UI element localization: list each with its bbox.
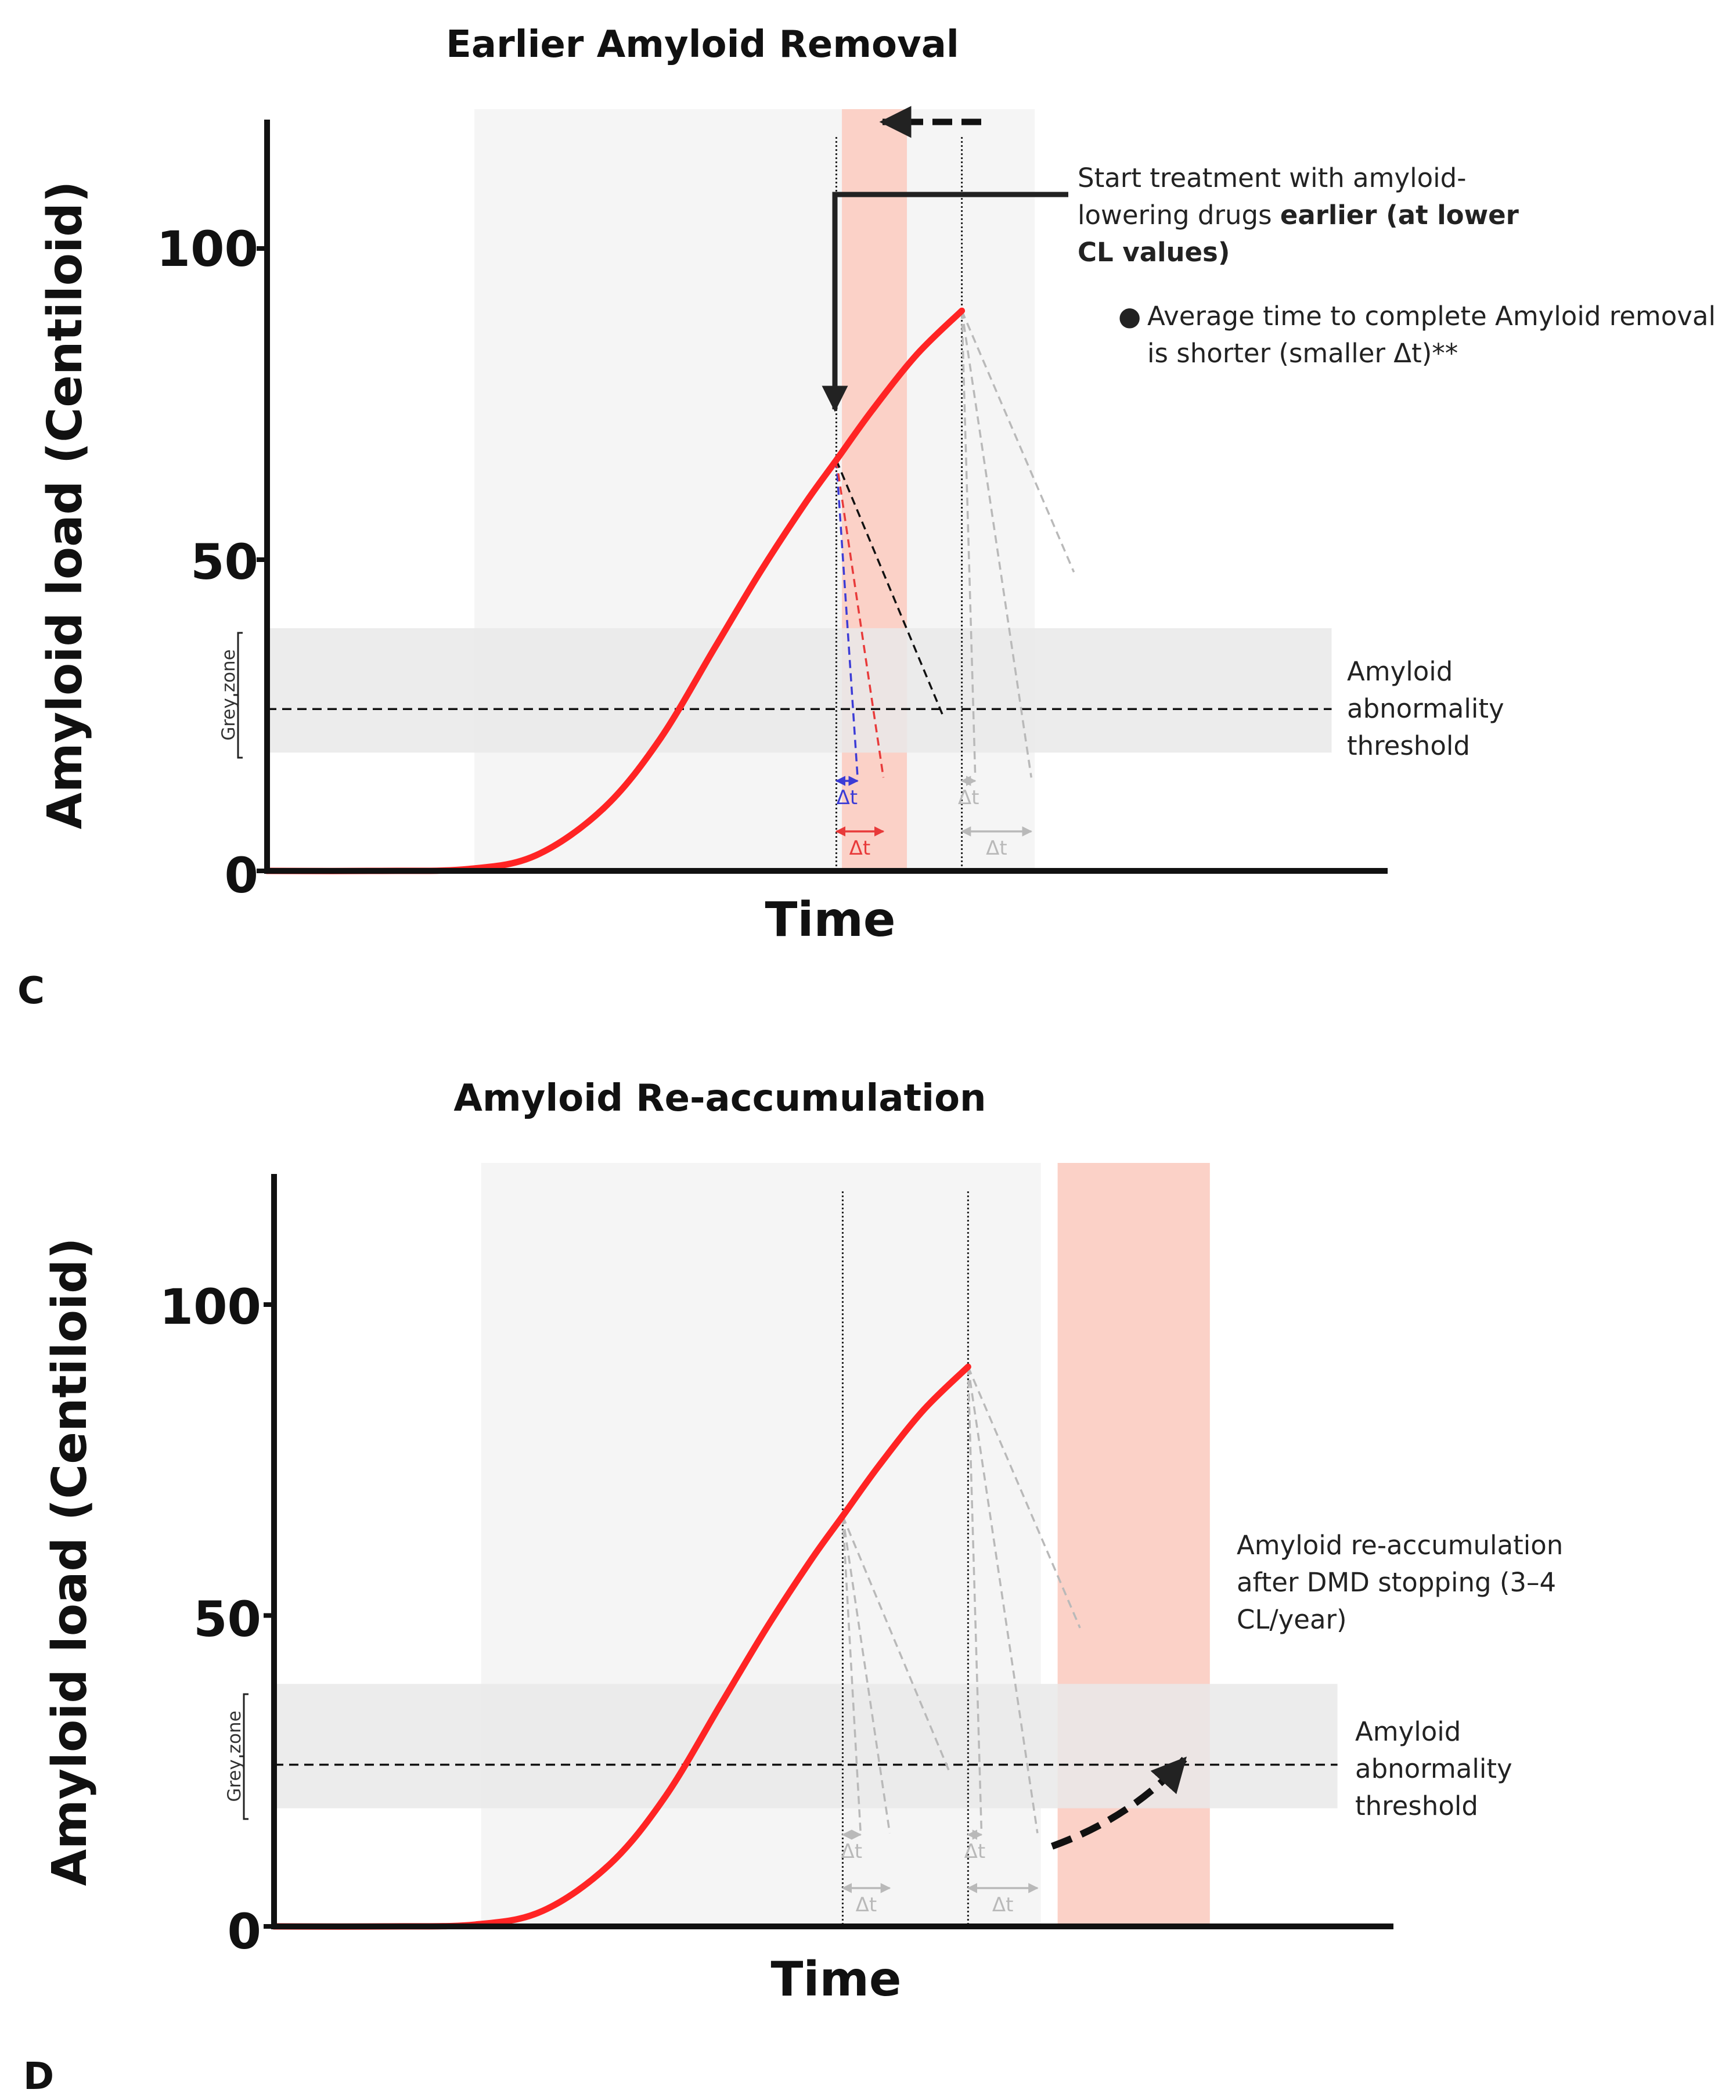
panel-c-delta-label-3: Δt: [958, 786, 979, 809]
panel-c-start-arrow: [822, 192, 1068, 412]
panel-c-start-treatment-callout: Start treatment with amyloid- lowering d…: [822, 163, 1519, 412]
panel-c-delta-label-1: Δt: [836, 786, 858, 809]
panel-c-ytick-0: 0: [225, 847, 258, 904]
panel-d-title: Amyloid Re-accumulation: [453, 1077, 986, 1120]
panel-c-delta-label-4: Δt: [986, 837, 1007, 860]
panel-c-threshold-label-1: Amyloid: [1347, 656, 1453, 687]
panel-c-x-axis-label: Time: [765, 892, 895, 948]
panel-d-delta-label-4: Δt: [992, 1893, 1014, 1917]
panel-c-avg-text-2: is shorter (smaller Δt)**: [1147, 338, 1458, 369]
panel-d-threshold-label-2: abnormality: [1355, 1753, 1512, 1784]
panel-d-removal-line-6: [967, 1366, 1081, 1629]
panel-d-reaccum-text-2: after DMD stopping (3–4: [1237, 1567, 1556, 1598]
panel-c-start-text-3: CL values): [1078, 237, 1230, 268]
panel-d-background-layer: Δt Δt Δt Δt: [264, 1163, 1393, 1930]
panel-c-y-axis-label: Amyloid load (Centiloid): [38, 181, 93, 830]
panel-d-delta-label-1: Δt: [841, 1840, 863, 1863]
panel-c-start-text-2: lowering drugs earlier (at lower: [1078, 200, 1519, 230]
panel-d-background-span: [481, 1163, 1041, 1926]
panel-d-removal-line-2: [841, 1515, 891, 1834]
panel-c-highlight-span: [842, 109, 907, 871]
panel-c-background-layer: Δt Δt Δt Δt: [257, 109, 1388, 874]
panel-d-removal-line-3: [841, 1515, 950, 1771]
panel-c-title: Earlier Amyloid Removal: [446, 23, 959, 66]
panel-c-threshold-label-3: threshold: [1347, 730, 1470, 761]
panel-c-removal-line-4: [960, 311, 977, 778]
panel-c-label: C: [17, 970, 45, 1013]
panel-d-removal-line-5: [967, 1366, 1039, 1834]
panel-c-background-span: [474, 109, 1035, 871]
panel-c-delta-label-2: Δt: [849, 837, 871, 860]
panel-d-y-axis-label: Amyloid load (Centiloid): [42, 1238, 98, 1886]
panel-d-label: D: [23, 2055, 54, 2098]
panel-c-grey-zone-brace: Grey zone: [218, 632, 243, 759]
panel-d-y-ticks: 100 50 0: [160, 1278, 261, 1960]
panel-c-start-text-1: Start treatment with amyloid-: [1078, 163, 1466, 193]
panel-d-grey-zone-label: Grey zone: [224, 1710, 245, 1802]
panel-d-grey-zone-band: [274, 1684, 1338, 1809]
panel-c-removal-line-6: [960, 310, 1075, 573]
panel-d-reaccum-text-1: Amyloid re-accumulation: [1237, 1530, 1563, 1561]
panel-c-ytick-100: 100: [157, 221, 258, 278]
panel-c-grey-zone-band: [267, 628, 1332, 753]
panel-c-grey-zone-label: Grey zone: [218, 649, 239, 740]
panel-c-bullet-icon: ●: [1118, 301, 1141, 332]
panel-c-removal-line-5: [960, 310, 1032, 778]
panel-d-ytick-50: 50: [193, 1591, 261, 1648]
panel-d-highlight-span: [1057, 1163, 1210, 1926]
panel-c-ytick-50: 50: [190, 534, 258, 590]
panel-c-removal-line-2: [835, 460, 885, 778]
panel-d-reaccum-text-3: CL/year): [1237, 1604, 1347, 1635]
panel-d-threshold-label-3: threshold: [1355, 1791, 1478, 1821]
panel-c-avg-text-1: Average time to complete Amyloid removal: [1147, 301, 1716, 332]
panel-c-threshold-label-2: abnormality: [1347, 693, 1504, 724]
panel-d-delta-label-2: Δt: [856, 1893, 877, 1917]
panel-d-ytick-0: 0: [228, 1903, 261, 1960]
panel-d-delta-label-3: Δt: [964, 1840, 986, 1863]
panel-d: Amyloid Re-accumulation Δt Δt Δt Δt Amyloid…: [23, 1077, 1563, 2098]
panel-d-ytick-100: 100: [160, 1278, 261, 1335]
panel-d-removal-line-4: [967, 1367, 983, 1834]
panel-d-grey-zone-brace: Grey zone: [224, 1693, 248, 1820]
panel-c-removal-line-3: [835, 459, 944, 716]
panel-c: Earlier Amyloid Removal Δt Δt Δt Δt Amyloid…: [17, 23, 1716, 1013]
panel-d-reaccumulation-dashed-arrow: [1050, 1756, 1187, 1850]
panel-c-y-ticks: 100 50 0: [157, 221, 258, 904]
panel-d-threshold-label-1: Amyloid: [1355, 1716, 1461, 1747]
panel-d-x-axis-label: Time: [770, 1952, 901, 2007]
